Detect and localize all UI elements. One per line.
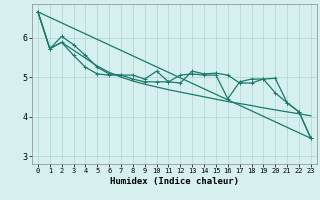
X-axis label: Humidex (Indice chaleur): Humidex (Indice chaleur) (110, 177, 239, 186)
